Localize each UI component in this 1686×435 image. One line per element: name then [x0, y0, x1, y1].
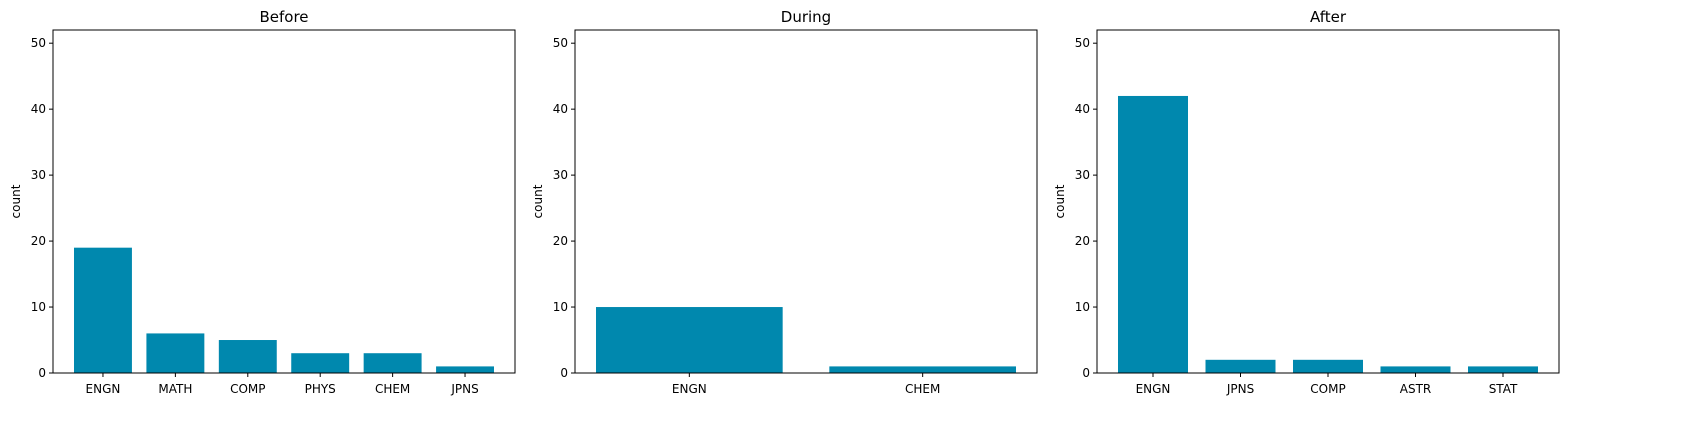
- bar-stat: [1468, 366, 1538, 373]
- x-tick-label: PHYS: [305, 382, 336, 396]
- chart-title: During: [781, 8, 831, 26]
- y-tick-label: 40: [553, 102, 568, 116]
- y-tick-label: 20: [553, 234, 568, 248]
- x-tick-label: ENGN: [86, 382, 121, 396]
- y-tick-label: 20: [31, 234, 46, 248]
- y-tick-label: 10: [553, 300, 568, 314]
- x-tick-label: STAT: [1489, 382, 1518, 396]
- bar-chem: [829, 366, 1016, 373]
- bar-engn: [596, 307, 783, 373]
- x-tick-label: COMP: [230, 382, 265, 396]
- x-tick-label: JPNS: [450, 382, 478, 396]
- y-tick-label: 0: [38, 366, 46, 380]
- x-tick-label: ENGN: [1136, 382, 1171, 396]
- y-tick-label: 20: [1075, 234, 1090, 248]
- y-axis-label: count: [531, 184, 545, 218]
- x-tick-label: ASTR: [1400, 382, 1432, 396]
- y-tick-label: 30: [1075, 168, 1090, 182]
- bar-math: [146, 333, 205, 373]
- y-tick-label: 40: [1075, 102, 1090, 116]
- bar-engn: [74, 247, 132, 373]
- y-axis-label: count: [1053, 184, 1067, 218]
- chart-title: Before: [259, 8, 308, 26]
- bar-chem: [363, 353, 422, 373]
- bar-jpns: [1205, 359, 1276, 373]
- y-tick-label: 30: [553, 168, 568, 182]
- chart-title: After: [1310, 8, 1347, 26]
- y-tick-label: 50: [1075, 36, 1090, 50]
- y-tick-label: 10: [31, 300, 46, 314]
- bar-engn: [1118, 95, 1188, 373]
- bar-comp: [1293, 359, 1363, 373]
- chart-panel-2: 0 10 20 30 40 50 ENGN CHEM During count: [531, 8, 1038, 396]
- y-tick-label: 50: [31, 36, 46, 50]
- x-tick-label: COMP: [1310, 382, 1345, 396]
- bar-jpns: [436, 366, 494, 373]
- x-tick-label: MATH: [158, 382, 192, 396]
- y-tick-label: 40: [31, 102, 46, 116]
- x-tick-label: CHEM: [905, 382, 940, 396]
- x-tick-label: JPNS: [1226, 382, 1254, 396]
- y-tick-label: 0: [560, 366, 568, 380]
- chart-panel-3: 0 10 20 30 40 50 ENGN JPNS COMP ASTR STAT After coun…: [1053, 8, 1560, 396]
- y-tick-label: 50: [553, 36, 568, 50]
- bar-phys: [291, 353, 350, 373]
- bar-comp: [218, 340, 277, 373]
- bar-astr: [1380, 366, 1451, 373]
- y-tick-label: 30: [31, 168, 46, 182]
- y-axis-label: count: [9, 184, 23, 218]
- x-tick-label: ENGN: [672, 382, 707, 396]
- axes-frame: [52, 29, 516, 374]
- y-tick-label: 0: [1082, 366, 1090, 380]
- y-tick-label: 10: [1075, 300, 1090, 314]
- x-tick-label: CHEM: [375, 382, 410, 396]
- axes-frame: [574, 29, 1038, 374]
- chart-panel-1: 0 10 20 30 40 50 ENGN MATH COMP PHYS CHEM JPNS Befor…: [9, 8, 516, 396]
